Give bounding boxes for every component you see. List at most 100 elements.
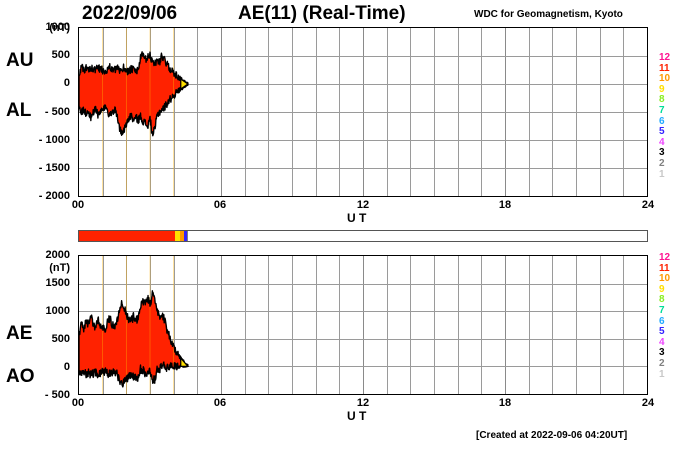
top-series-label-al: AL	[6, 100, 32, 121]
bottom-xtick-12: 12	[356, 397, 370, 409]
gridline-vertical	[481, 256, 482, 394]
gridline-horizontal	[79, 168, 647, 169]
legend-item-12: 12	[659, 252, 671, 263]
bottom-series-label-ae: AE	[6, 323, 33, 344]
gridline-horizontal	[79, 112, 647, 113]
top-unit-label: (nT)	[49, 22, 70, 34]
gridline-vertical	[552, 256, 553, 394]
gridline-horizontal	[79, 311, 647, 312]
legend-item-2: 2	[659, 357, 665, 369]
gridline-vertical	[458, 256, 459, 394]
gridline-vertical	[174, 256, 175, 394]
legend-item-8: 8	[659, 294, 665, 306]
gridline-vertical	[363, 256, 364, 394]
legend-item-1: 1	[659, 368, 665, 380]
gridline-vertical	[600, 256, 601, 394]
gridline-horizontal	[79, 84, 647, 85]
bottom-ytick-2000: 2000	[45, 249, 70, 261]
bottom-data-trace	[79, 256, 190, 394]
gridline-vertical	[434, 256, 435, 394]
top-xtick-24: 24	[641, 199, 655, 211]
gridline-vertical	[529, 256, 530, 394]
series-fill	[79, 290, 188, 387]
gridline-vertical	[623, 256, 624, 394]
status-segment	[186, 231, 189, 241]
bottom-xtick-18: 18	[498, 397, 512, 409]
top-series-label-au: AU	[6, 50, 34, 71]
gridline-vertical	[245, 256, 246, 394]
bottom-series-label-ao: AO	[6, 366, 35, 387]
legend-item-11: 11	[659, 62, 670, 74]
bottom-xtick-06: 06	[213, 397, 227, 409]
bottom-xtick-00: 00	[71, 397, 85, 409]
bottom-unit-label: (nT)	[49, 262, 70, 274]
top-xtick-12: 12	[356, 199, 370, 211]
top-ytick-n1500: - 1500	[38, 162, 70, 174]
data-availability-bar	[78, 230, 648, 242]
legend-item-2: 2	[659, 157, 665, 169]
gridline-vertical	[339, 256, 340, 394]
gridline-vertical	[576, 256, 577, 394]
legend-item-10: 10	[659, 273, 671, 285]
top-ytick-n1000: - 1000	[38, 134, 70, 146]
top-ytick-n2000: - 2000	[38, 190, 70, 202]
legend-item-4: 4	[659, 336, 665, 348]
legend-item-9: 9	[659, 83, 665, 95]
status-segment	[79, 231, 175, 241]
top-xtick-06: 06	[213, 199, 227, 211]
bottom-xtick-24: 24	[641, 397, 655, 409]
gridline-horizontal	[79, 366, 647, 367]
gridline-horizontal	[79, 56, 647, 57]
bottom-ytick-1500: 1500	[45, 277, 70, 289]
series-fill	[79, 51, 188, 136]
gridline-vertical	[316, 256, 317, 394]
gridline-vertical	[505, 256, 506, 394]
legend-item-9: 9	[659, 283, 665, 295]
top-data-trace	[79, 28, 189, 196]
top-ytick-1000: 1000	[45, 21, 70, 33]
legend-item-11: 11	[659, 262, 670, 274]
chart-panel-au-al	[78, 27, 648, 197]
top-xtick-18: 18	[498, 199, 512, 211]
top-xtick-00: 00	[71, 199, 85, 211]
created-timestamp: [Created at 2022-09-06 04:20UT]	[476, 430, 628, 441]
gridline-vertical	[197, 256, 198, 394]
bottom-ytick-500: 500	[51, 333, 70, 345]
chart-panel-ae-ao	[78, 255, 648, 395]
legend-item-12: 12	[659, 52, 671, 63]
gridline-vertical	[268, 256, 269, 394]
legend-item-6: 6	[659, 115, 665, 127]
bottom-xaxis-label: U T	[347, 409, 367, 423]
legend-item-10: 10	[659, 73, 671, 85]
top-xaxis-label: U T	[347, 211, 367, 225]
status-segment	[184, 231, 187, 241]
legend-item-8: 8	[659, 94, 665, 106]
page-title-date: 2022/09/06	[82, 3, 178, 24]
legend-item-5: 5	[659, 126, 665, 138]
page-title-index: AE(11) (Real-Time)	[238, 3, 406, 24]
legend-item-6: 6	[659, 315, 665, 327]
legend-item-5: 5	[659, 326, 665, 338]
gridline-horizontal	[79, 339, 647, 340]
gridline-vertical	[292, 256, 293, 394]
gridline-vertical	[387, 256, 388, 394]
series-tail-cap	[180, 77, 189, 91]
legend-item-3: 3	[659, 347, 665, 359]
legend-item-1: 1	[659, 168, 665, 180]
gridline-vertical	[221, 256, 222, 394]
status-segment	[174, 231, 181, 241]
source-attribution: WDC for Geomagnetism, Kyoto	[474, 9, 623, 20]
series-outline	[79, 51, 189, 137]
legend-bottom: 12 11 10 9 8 7 6 5 4 3 2 1	[659, 252, 685, 380]
bottom-ytick-n500: - 500	[44, 389, 70, 401]
status-segment	[180, 231, 185, 241]
legend-item-7: 7	[659, 104, 665, 116]
legend-item-4: 4	[659, 136, 665, 148]
top-ytick-0: 0	[63, 77, 70, 89]
legend-top: 12 11 10 9 8 7 6 5 4 3 2 1	[659, 52, 685, 180]
top-ytick-n500: - 500	[44, 106, 70, 118]
gridline-horizontal	[79, 284, 647, 285]
legend-item-7: 7	[659, 304, 665, 316]
bottom-ytick-1000: 1000	[45, 305, 70, 317]
top-ytick-500: 500	[51, 49, 70, 61]
